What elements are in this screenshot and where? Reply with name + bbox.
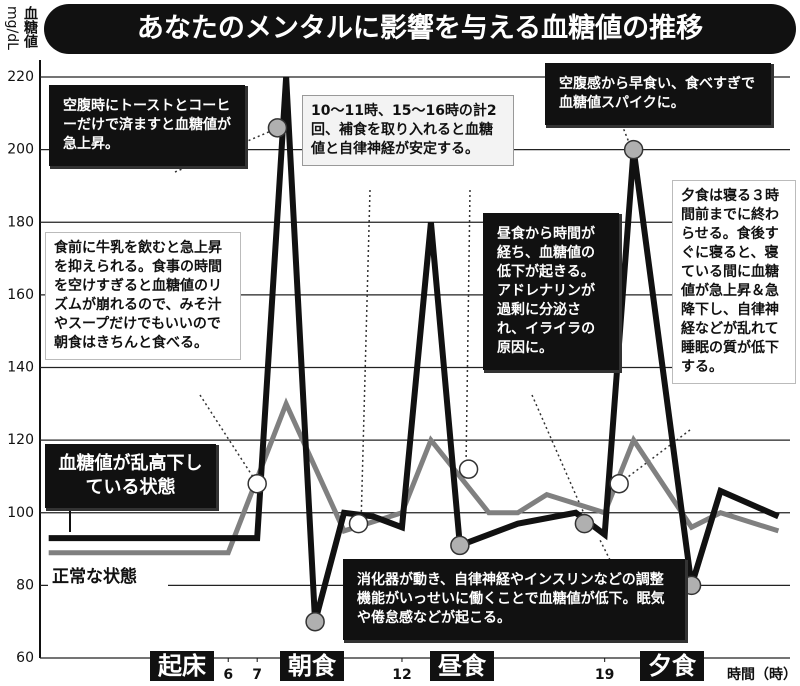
x-axis-label: 時間（時） [727,666,797,683]
chart-title: あなたのメンタルに影響を与える血糖値の推移 [44,4,796,54]
marker [681,575,702,596]
marker [623,139,644,160]
leader-line [531,394,590,526]
series-line [48,76,780,623]
marker [450,535,470,556]
x-tick-label: 6 [223,667,233,683]
leader-line [599,539,611,561]
marker [458,459,479,479]
marker [267,118,288,138]
y-tick-label: 140 [7,360,34,376]
annotation: 夕食は寝る３時間前までに終わらせる。食後すぐに寝ると、寝ている間に血糖値が急上昇… [672,180,796,384]
leader-line [465,189,471,469]
y-tick-label: 120 [7,432,34,448]
annotation: 空腹時にトーストとコーヒーだけで済ますと血糖値が急上昇。 [52,88,242,163]
x-tick-label: 19 [595,667,614,683]
leader-line [360,189,371,526]
marker [305,611,325,632]
y-tick-label: 180 [7,214,34,230]
y-tick-label: 200 [7,142,34,158]
marker [574,513,595,534]
meal-label: 夕食 [640,651,704,681]
marker [348,513,369,534]
y-tick-label: 220 [7,69,34,85]
y-unit: mg/dL [4,6,20,50]
marker [247,473,267,494]
legend-entry: 血糖値が乱高下している状態 [48,447,213,505]
legend-entry: 正常な状態 [48,566,168,589]
y-tick-label: 100 [7,505,34,521]
marker [609,473,629,494]
x-tick-label: 12 [392,667,411,683]
x-tick-label: 7 [252,667,262,683]
y-tick-label: 160 [7,287,34,303]
annotation: 昼食から時間が経ち、血糖値の低下が起きる。アドレナリンが過剰に分泌され、イライラ… [486,216,616,367]
meal-label: 朝食 [280,651,344,681]
y-tick-label: 60 [16,650,34,666]
leader-line [199,394,256,481]
meal-label: 昼食 [430,651,494,681]
annotation: 空腹感から早食い、食べすぎで血糖値スパイクに。 [548,66,768,122]
annotation: 消化器が動き、自律神経やインスリンなどの調整機能がいっせいに働くことで血糖値が低… [346,562,682,637]
meal-label: 起床 [150,651,214,681]
annotation: 10〜11時、15〜16時の計2回、補食を取り入れると血糖値と自律神経が安定する… [302,95,514,166]
y-axis-label: 血糖値 [22,5,39,49]
y-tick-label: 80 [16,577,34,593]
annotation: 食前に牛乳を飲むと急上昇を抑えられる。食事の時間を空けすぎると血糖値のリズムが崩… [45,232,241,360]
